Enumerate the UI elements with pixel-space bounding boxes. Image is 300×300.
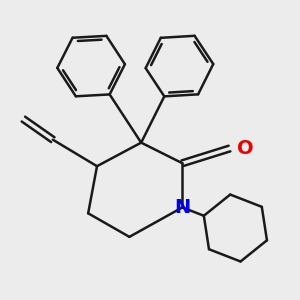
Text: N: N xyxy=(174,198,190,217)
Text: O: O xyxy=(237,139,253,158)
